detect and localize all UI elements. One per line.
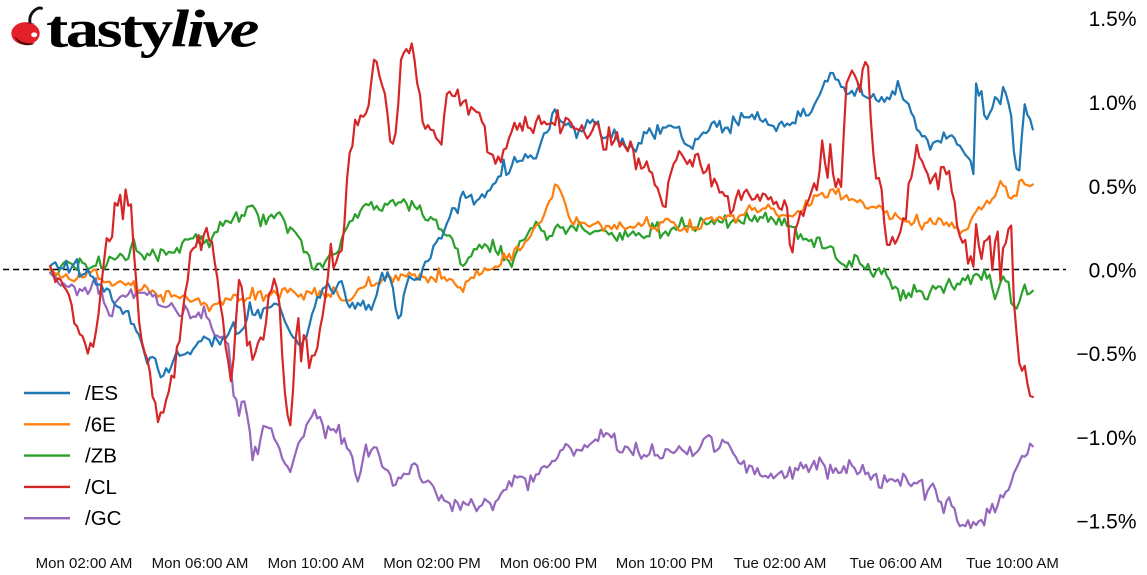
svg-text:−1.0%: −1.0% — [1076, 427, 1136, 450]
svg-text:0.0%: 0.0% — [1089, 260, 1137, 283]
svg-text:Tue 06:00 AM: Tue 06:00 AM — [850, 555, 943, 572]
svg-text:Tue 10:00 AM: Tue 10:00 AM — [966, 555, 1059, 572]
svg-text:/ES: /ES — [85, 382, 118, 405]
svg-text:Mon 06:00 PM: Mon 06:00 PM — [500, 555, 598, 572]
svg-text:/ZB: /ZB — [85, 445, 117, 468]
svg-text:tastylive: tastylive — [46, 0, 259, 59]
svg-text:Mon 10:00 AM: Mon 10:00 AM — [268, 555, 365, 572]
svg-text:−0.5%: −0.5% — [1076, 343, 1136, 366]
svg-text:1.5%: 1.5% — [1089, 8, 1137, 31]
svg-text:/CL: /CL — [85, 476, 117, 499]
svg-text:1.0%: 1.0% — [1089, 92, 1137, 115]
svg-text:/6E: /6E — [85, 413, 116, 436]
svg-text:Mon 10:00 PM: Mon 10:00 PM — [616, 555, 714, 572]
svg-text:−1.5%: −1.5% — [1076, 511, 1136, 534]
svg-text:Mon 02:00 AM: Mon 02:00 AM — [36, 555, 133, 572]
svg-text:/GC: /GC — [85, 507, 122, 530]
svg-text:Mon 06:00 AM: Mon 06:00 AM — [152, 555, 249, 572]
svg-text:0.5%: 0.5% — [1089, 176, 1137, 199]
svg-text:Tue 02:00 AM: Tue 02:00 AM — [734, 555, 827, 572]
svg-text:Mon 02:00 PM: Mon 02:00 PM — [383, 555, 481, 572]
